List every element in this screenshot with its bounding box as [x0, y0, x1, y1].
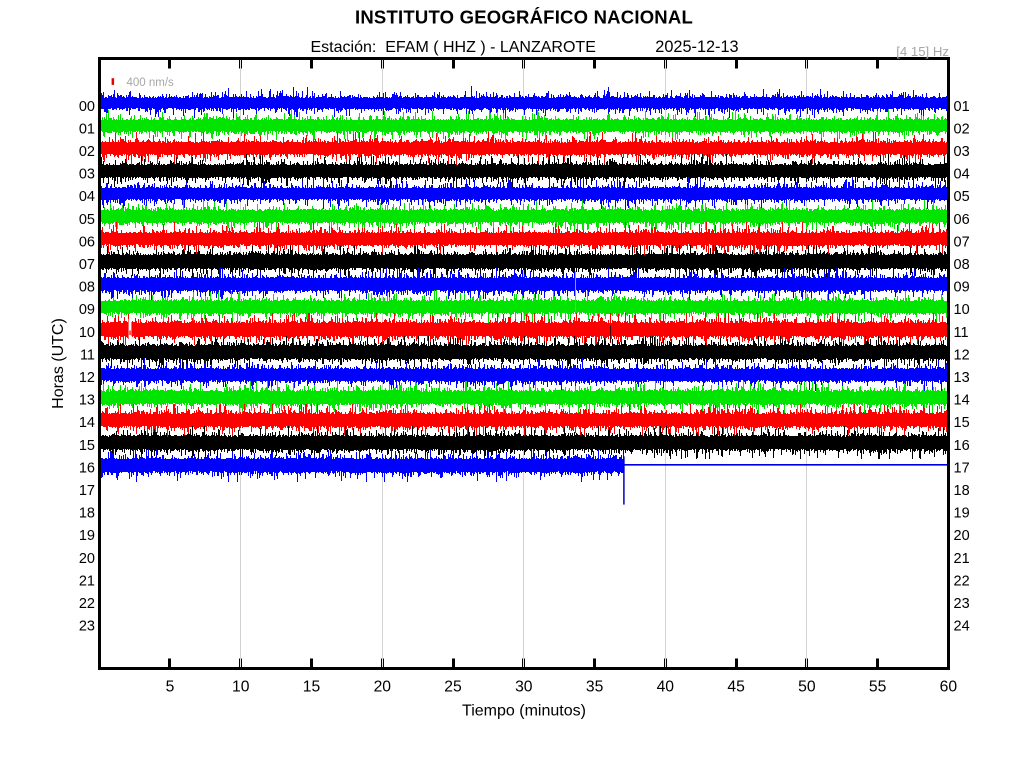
svg-text:01: 01 [954, 99, 970, 115]
svg-text:03: 03 [954, 144, 970, 160]
svg-text:20: 20 [954, 528, 970, 544]
svg-text:19: 19 [79, 528, 95, 544]
svg-text:09: 09 [79, 302, 95, 318]
svg-text:21: 21 [79, 573, 95, 589]
svg-text:10: 10 [79, 325, 95, 341]
svg-text:17: 17 [79, 483, 95, 499]
svg-text:02: 02 [954, 121, 970, 137]
svg-text:12: 12 [954, 347, 970, 363]
svg-text:18: 18 [79, 506, 95, 522]
svg-text:23: 23 [79, 619, 95, 635]
svg-text:04: 04 [79, 189, 95, 205]
svg-text:35: 35 [586, 678, 604, 695]
svg-text:06: 06 [954, 212, 970, 228]
svg-text:07: 07 [954, 234, 970, 250]
svg-text:12: 12 [79, 370, 95, 386]
svg-text:16: 16 [954, 438, 970, 454]
svg-text:23: 23 [954, 596, 970, 612]
svg-text:15: 15 [954, 415, 970, 431]
svg-text:04: 04 [954, 167, 970, 183]
svg-text:30: 30 [515, 678, 533, 695]
svg-text:19: 19 [954, 506, 970, 522]
svg-text:400 nm/s: 400 nm/s [127, 77, 175, 89]
svg-text:08: 08 [79, 280, 95, 296]
svg-text:03: 03 [79, 167, 95, 183]
svg-text:Estación: EFAM ( HHZ ) - LANZ: Estación: EFAM ( HHZ ) - LANZAROTE [311, 39, 596, 56]
svg-text:10: 10 [954, 302, 970, 318]
svg-text:11: 11 [954, 325, 969, 341]
svg-text:17: 17 [954, 460, 970, 476]
svg-text:08: 08 [954, 257, 970, 273]
svg-text:14: 14 [79, 415, 95, 431]
svg-text:07: 07 [79, 257, 95, 273]
svg-text:50: 50 [798, 678, 816, 695]
svg-text:13: 13 [954, 370, 970, 386]
svg-text:5: 5 [166, 678, 175, 695]
svg-text:21: 21 [954, 551, 970, 567]
svg-text:16: 16 [79, 460, 95, 476]
svg-text:45: 45 [727, 678, 745, 695]
svg-text:05: 05 [79, 212, 95, 228]
svg-text:Horas (UTC): Horas (UTC) [50, 318, 67, 409]
svg-text:13: 13 [79, 393, 95, 409]
svg-text:15: 15 [79, 438, 95, 454]
svg-text:06: 06 [79, 234, 95, 250]
svg-text:18: 18 [954, 483, 970, 499]
svg-text:55: 55 [869, 678, 887, 695]
svg-text:00: 00 [79, 99, 95, 115]
svg-text:02: 02 [79, 144, 95, 160]
svg-text:22: 22 [79, 596, 95, 612]
svg-text:15: 15 [303, 678, 321, 695]
svg-text:22: 22 [954, 573, 970, 589]
svg-text:24: 24 [954, 619, 970, 635]
svg-text:60: 60 [940, 678, 958, 695]
svg-text:Tiempo (minutos): Tiempo (minutos) [462, 703, 586, 720]
svg-text:40: 40 [657, 678, 675, 695]
svg-text:14: 14 [954, 393, 970, 409]
svg-text:01: 01 [79, 121, 95, 137]
svg-text:10: 10 [232, 678, 250, 695]
svg-text:2025-12-13: 2025-12-13 [655, 38, 738, 56]
svg-text:[4 15] Hz: [4 15] Hz [896, 44, 949, 59]
svg-text:25: 25 [444, 678, 462, 695]
svg-text:05: 05 [954, 189, 970, 205]
svg-text:20: 20 [374, 678, 392, 695]
svg-text:INSTITUTO GEOGRÁFICO NACIONAL: INSTITUTO GEOGRÁFICO NACIONAL [355, 7, 693, 28]
svg-text:09: 09 [954, 280, 970, 296]
svg-text:20: 20 [79, 551, 95, 567]
svg-text:11: 11 [80, 347, 95, 363]
